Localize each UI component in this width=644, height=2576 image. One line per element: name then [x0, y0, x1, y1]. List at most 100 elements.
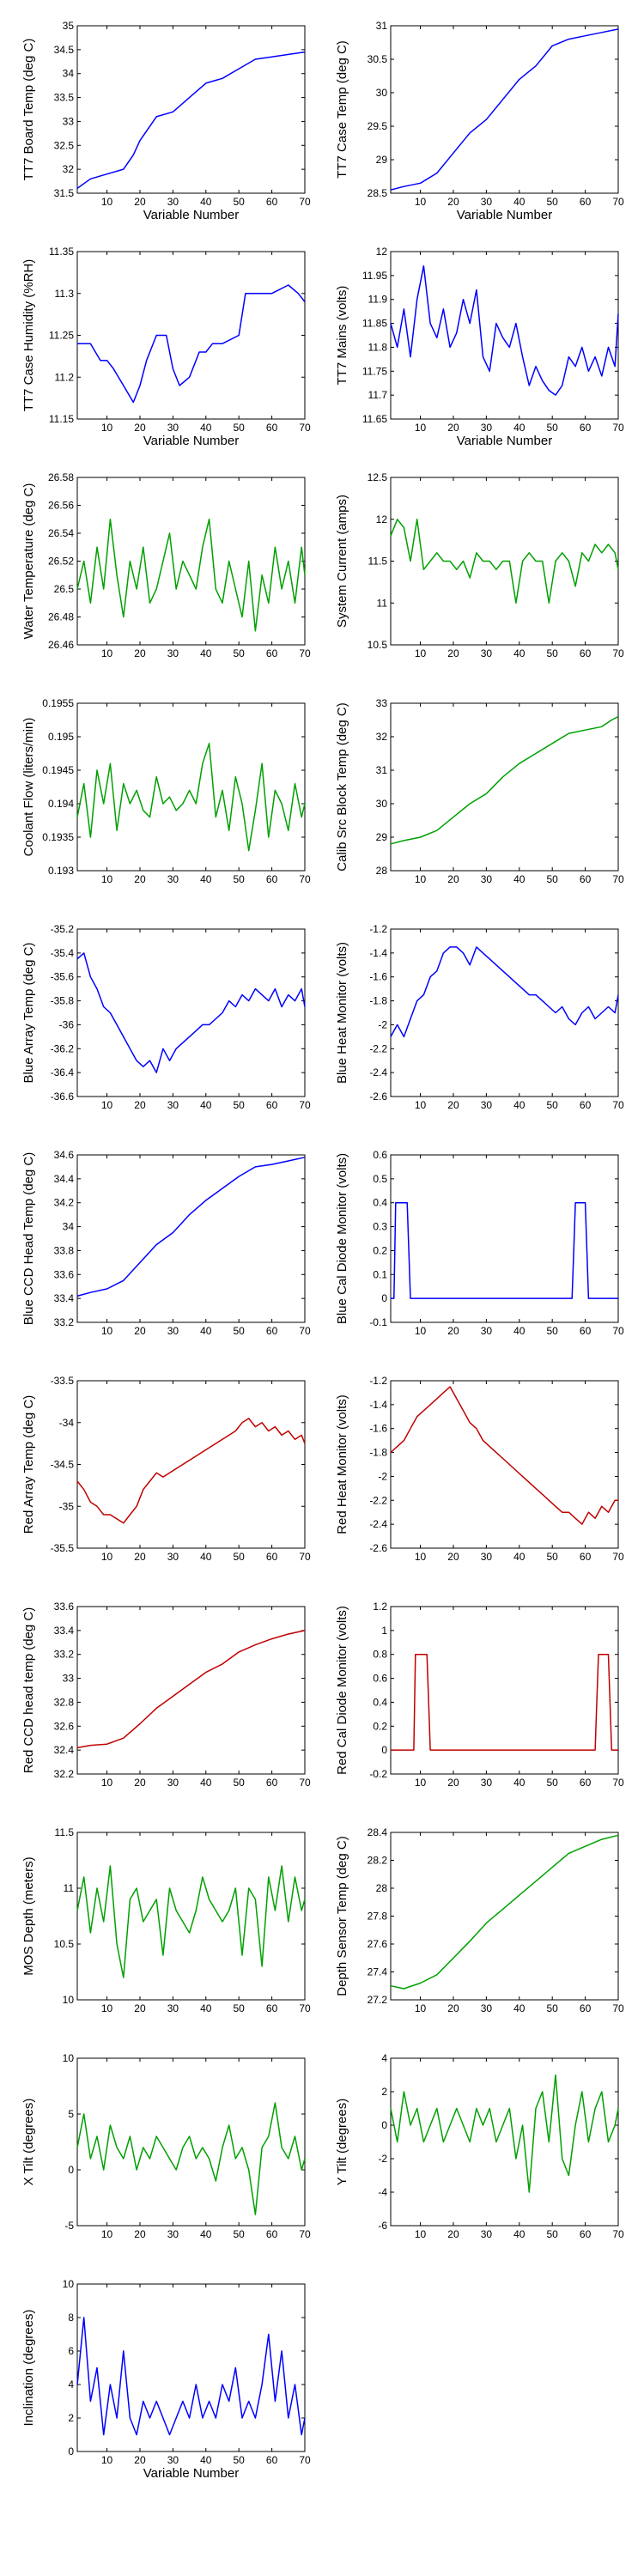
y-tick-label: -2.2	[369, 1494, 387, 1506]
x-tick-label: 10	[415, 2002, 427, 2014]
x-tick-label: 70	[612, 647, 624, 659]
series-line	[391, 1653, 618, 1751]
series-line	[76, 1418, 306, 1524]
series-line	[76, 518, 306, 632]
x-tick-label: 10	[101, 1325, 113, 1337]
y-tick-label: 12.5	[368, 471, 388, 483]
y-tick-label: -35.2	[51, 923, 75, 935]
y-tick-label: 32.4	[54, 1744, 75, 1756]
y-tick-label: 0.1945	[42, 764, 74, 776]
y-tick-label: -33.5	[51, 1375, 75, 1387]
x-tick-label: 50	[234, 1551, 246, 1563]
x-tick-label: 40	[200, 1777, 212, 1789]
y-tick-label: 31.5	[54, 187, 75, 199]
x-tick-label: 20	[447, 647, 459, 659]
x-tick-label: 60	[580, 647, 592, 659]
chart-panel-9: 10 20 30 40 50 60 70 -2.6 -2.4 -2.2 -2 -1.8 -1.6 -1.4…	[335, 923, 624, 1111]
x-tick-label: 20	[447, 1099, 459, 1111]
x-tick-label: 10	[101, 422, 113, 434]
y-tick-label: -2.6	[369, 1542, 387, 1554]
y-tick-label: 30.5	[368, 53, 388, 65]
series-line	[76, 952, 306, 1073]
y-tick-label: 0.3	[373, 1221, 387, 1233]
x-tick-label: 20	[134, 2454, 146, 2466]
y-axis-label: Red Cal Diode Monitor (volts)	[335, 1606, 349, 1775]
y-tick-label: -1.4	[369, 1399, 387, 1411]
x-tick-label: 50	[547, 1777, 559, 1789]
y-tick-label: -1.2	[369, 1375, 387, 1387]
x-tick-label: 10	[415, 1099, 427, 1111]
x-tick-label: 70	[299, 647, 311, 659]
chart-panel-3: 10 20 30 40 50 60 70 11.65 11.7 11.75 11.8 11.85 11.…	[335, 246, 624, 448]
y-tick-label: 33.8	[54, 1244, 75, 1256]
y-axis-label: TT7 Case Temp (deg C)	[335, 40, 349, 179]
y-tick-label: 1.2	[373, 1601, 387, 1613]
x-tick-label: 20	[134, 1325, 146, 1337]
y-tick-label: 11.5	[368, 556, 388, 568]
plot-frame	[390, 1154, 619, 1323]
y-tick-label: 33	[63, 1673, 75, 1685]
y-tick-label: -1.6	[369, 971, 387, 983]
series-line	[76, 743, 306, 852]
y-tick-label: 11.25	[49, 330, 74, 342]
plot-frame	[76, 251, 306, 420]
x-tick-label: 30	[167, 1777, 179, 1789]
y-tick-label: 34.5	[54, 44, 75, 56]
x-tick-label: 70	[299, 1325, 311, 1337]
x-tick-label: 20	[134, 2002, 146, 2014]
y-tick-label: 31	[376, 764, 388, 776]
y-tick-label: 34.2	[54, 1197, 75, 1209]
x-tick-label: 70	[612, 1551, 624, 1563]
x-tick-label: 50	[234, 1777, 246, 1789]
x-tick-label: 50	[234, 2454, 246, 2466]
y-tick-label: 11.2	[55, 371, 75, 383]
x-tick-label: 70	[299, 1099, 311, 1111]
x-tick-label: 30	[481, 1325, 493, 1337]
y-tick-label: 29	[376, 831, 388, 843]
y-tick-label: 0.4	[373, 1696, 387, 1708]
x-tick-label: 50	[234, 196, 246, 208]
x-tick-label: 60	[266, 2002, 278, 2014]
series-line	[76, 1630, 306, 1749]
y-tick-label: 33.4	[54, 1292, 75, 1304]
x-tick-label: 40	[513, 2002, 526, 2014]
x-tick-label: 40	[513, 873, 526, 885]
x-tick-label: 40	[200, 1099, 212, 1111]
y-axis-label: Blue Array Temp (deg C)	[21, 943, 36, 1084]
x-tick-label: 20	[447, 1551, 459, 1563]
chart-panel-17: 10 20 30 40 50 60 70 27.2 27.4 27.6 27.8 28 28.2 28.4…	[335, 1826, 624, 2014]
x-tick-label: 70	[612, 1325, 624, 1337]
plot-frame	[390, 928, 619, 1097]
x-tick-label: 10	[415, 873, 427, 885]
x-tick-label: 10	[101, 2228, 113, 2240]
x-tick-label: 30	[481, 873, 493, 885]
x-tick-label: 30	[167, 196, 179, 208]
y-tick-label: -0.1	[369, 1316, 387, 1328]
series-line	[390, 715, 619, 845]
plot-frame	[76, 1832, 306, 2001]
y-axis-label: Red Array Temp (deg C)	[21, 1395, 36, 1534]
x-tick-label: 40	[200, 647, 212, 659]
x-tick-label: 60	[266, 873, 278, 885]
x-tick-label: 50	[547, 1551, 559, 1563]
x-tick-label: 10	[415, 1325, 427, 1337]
y-tick-label: -2	[378, 2153, 387, 2165]
y-tick-label: -36	[59, 1018, 75, 1030]
chart-panel-8: 10 20 30 40 50 60 70 -36.6 -36.4 -36.2 -36 -35.8 -35…	[21, 923, 311, 1111]
x-tick-label: 40	[200, 422, 212, 434]
x-tick-label: 20	[447, 2228, 459, 2240]
plot-frame	[390, 1832, 619, 2001]
x-tick-label: 40	[513, 1099, 526, 1111]
x-tick-label: 30	[167, 2002, 179, 2014]
y-tick-label: 0.5	[373, 1173, 387, 1185]
chart-panel-20: 10 20 30 40 50 60 70 0 2 4 6 8 10 Variable Number Incl…	[21, 2278, 311, 2481]
x-tick-label: 60	[266, 647, 278, 659]
y-tick-label: 11.5	[55, 1826, 75, 1838]
y-tick-label: 29	[376, 154, 388, 166]
y-tick-label: 33	[63, 115, 75, 127]
y-tick-label: 0.1	[373, 1268, 387, 1280]
x-tick-label: 60	[266, 1099, 278, 1111]
chart-panel-4: 10 20 30 40 50 60 70 26.46 26.48 26.5 26.52 26.54 26…	[21, 471, 311, 659]
plot-frame	[390, 1606, 619, 1775]
x-tick-label: 40	[200, 196, 212, 208]
